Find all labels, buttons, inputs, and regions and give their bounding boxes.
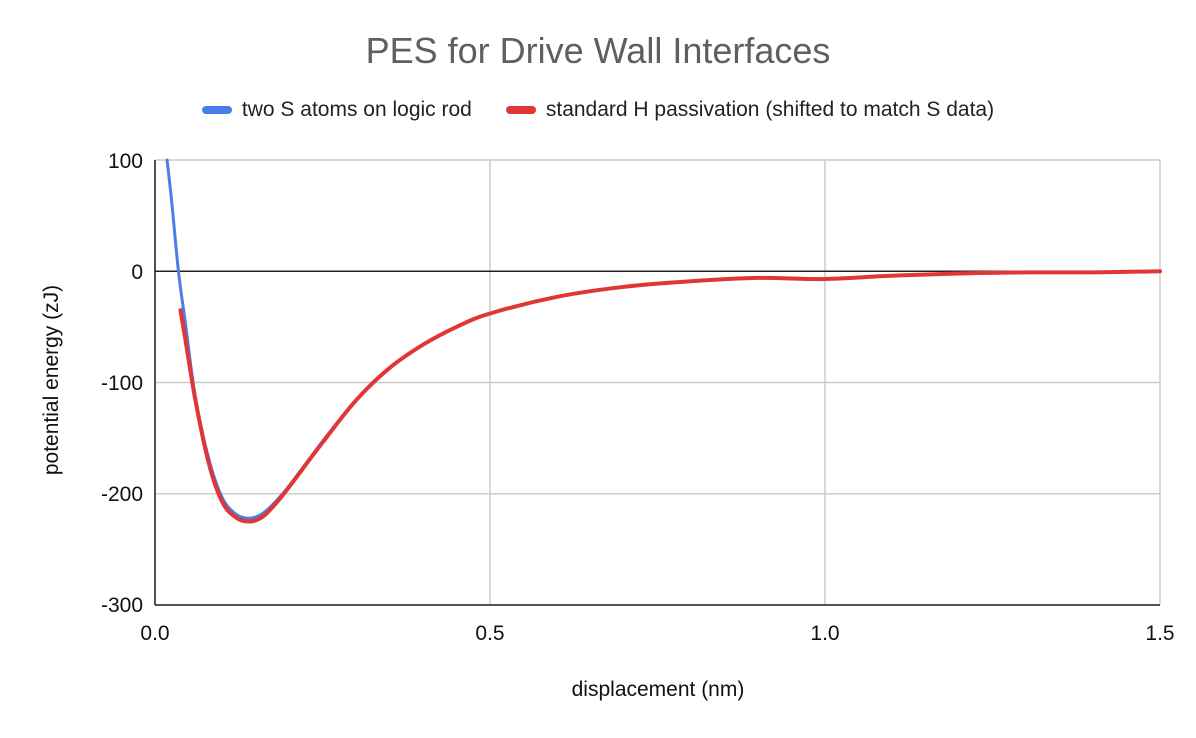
y-tick-label: -100 bbox=[100, 372, 143, 395]
legend-item-h-passivation: standard H passivation (shifted to match… bbox=[505, 98, 995, 122]
y-axis-title: potential energy (zJ) bbox=[40, 284, 63, 476]
y-tick-label: 100 bbox=[107, 150, 143, 173]
x-tick-label: 1.5 bbox=[1145, 622, 1175, 645]
legend-label-s-atoms: two S atoms on logic rod bbox=[241, 98, 472, 121]
chart-title: PES for Drive Wall Interfaces bbox=[365, 30, 831, 71]
legend-swatch-h-passivation bbox=[505, 106, 536, 114]
x-axis-title: displacement (nm) bbox=[571, 678, 745, 701]
x-tick-label: 0.0 bbox=[140, 622, 170, 645]
series-line-h-passivation bbox=[178, 269, 1162, 524]
y-tick-label: 0 bbox=[131, 261, 143, 284]
y-tick-label: -200 bbox=[100, 483, 143, 506]
x-tick-label: 0.5 bbox=[475, 622, 505, 645]
legend-swatch-s-atoms bbox=[201, 106, 232, 114]
legend-label-h-passivation: standard H passivation (shifted to match… bbox=[545, 98, 995, 121]
y-tick-label: -300 bbox=[100, 594, 143, 617]
legend-item-s-atoms: two S atoms on logic rod bbox=[201, 98, 472, 122]
legend: two S atoms on logic rod standard H pass… bbox=[0, 98, 1196, 122]
x-tick-label: 1.0 bbox=[810, 622, 840, 645]
series-line-s-atoms bbox=[165, 158, 1162, 520]
